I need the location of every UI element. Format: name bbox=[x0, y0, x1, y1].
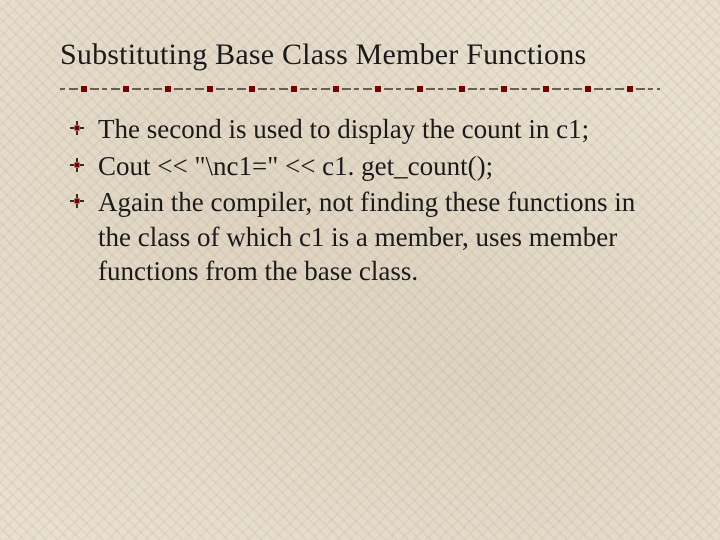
list-item: Cout << "\nc1=" << c1. get_count(); bbox=[68, 149, 660, 184]
list-item-text: Cout << "\nc1=" << c1. get_count(); bbox=[98, 151, 493, 181]
title-divider bbox=[60, 82, 660, 96]
list-item: Again the compiler, not finding these fu… bbox=[68, 185, 660, 289]
slide-title: Substituting Base Class Member Functions bbox=[60, 38, 660, 72]
list-item-text: Again the compiler, not finding these fu… bbox=[98, 187, 635, 286]
bullet-icon bbox=[68, 119, 86, 137]
slide-container: Substituting Base Class Member Functions bbox=[0, 0, 720, 540]
list-item: The second is used to display the count … bbox=[68, 112, 660, 147]
bullet-list: The second is used to display the count … bbox=[60, 112, 660, 289]
list-item-text: The second is used to display the count … bbox=[98, 114, 589, 144]
bullet-icon bbox=[68, 192, 86, 210]
bullet-icon bbox=[68, 156, 86, 174]
